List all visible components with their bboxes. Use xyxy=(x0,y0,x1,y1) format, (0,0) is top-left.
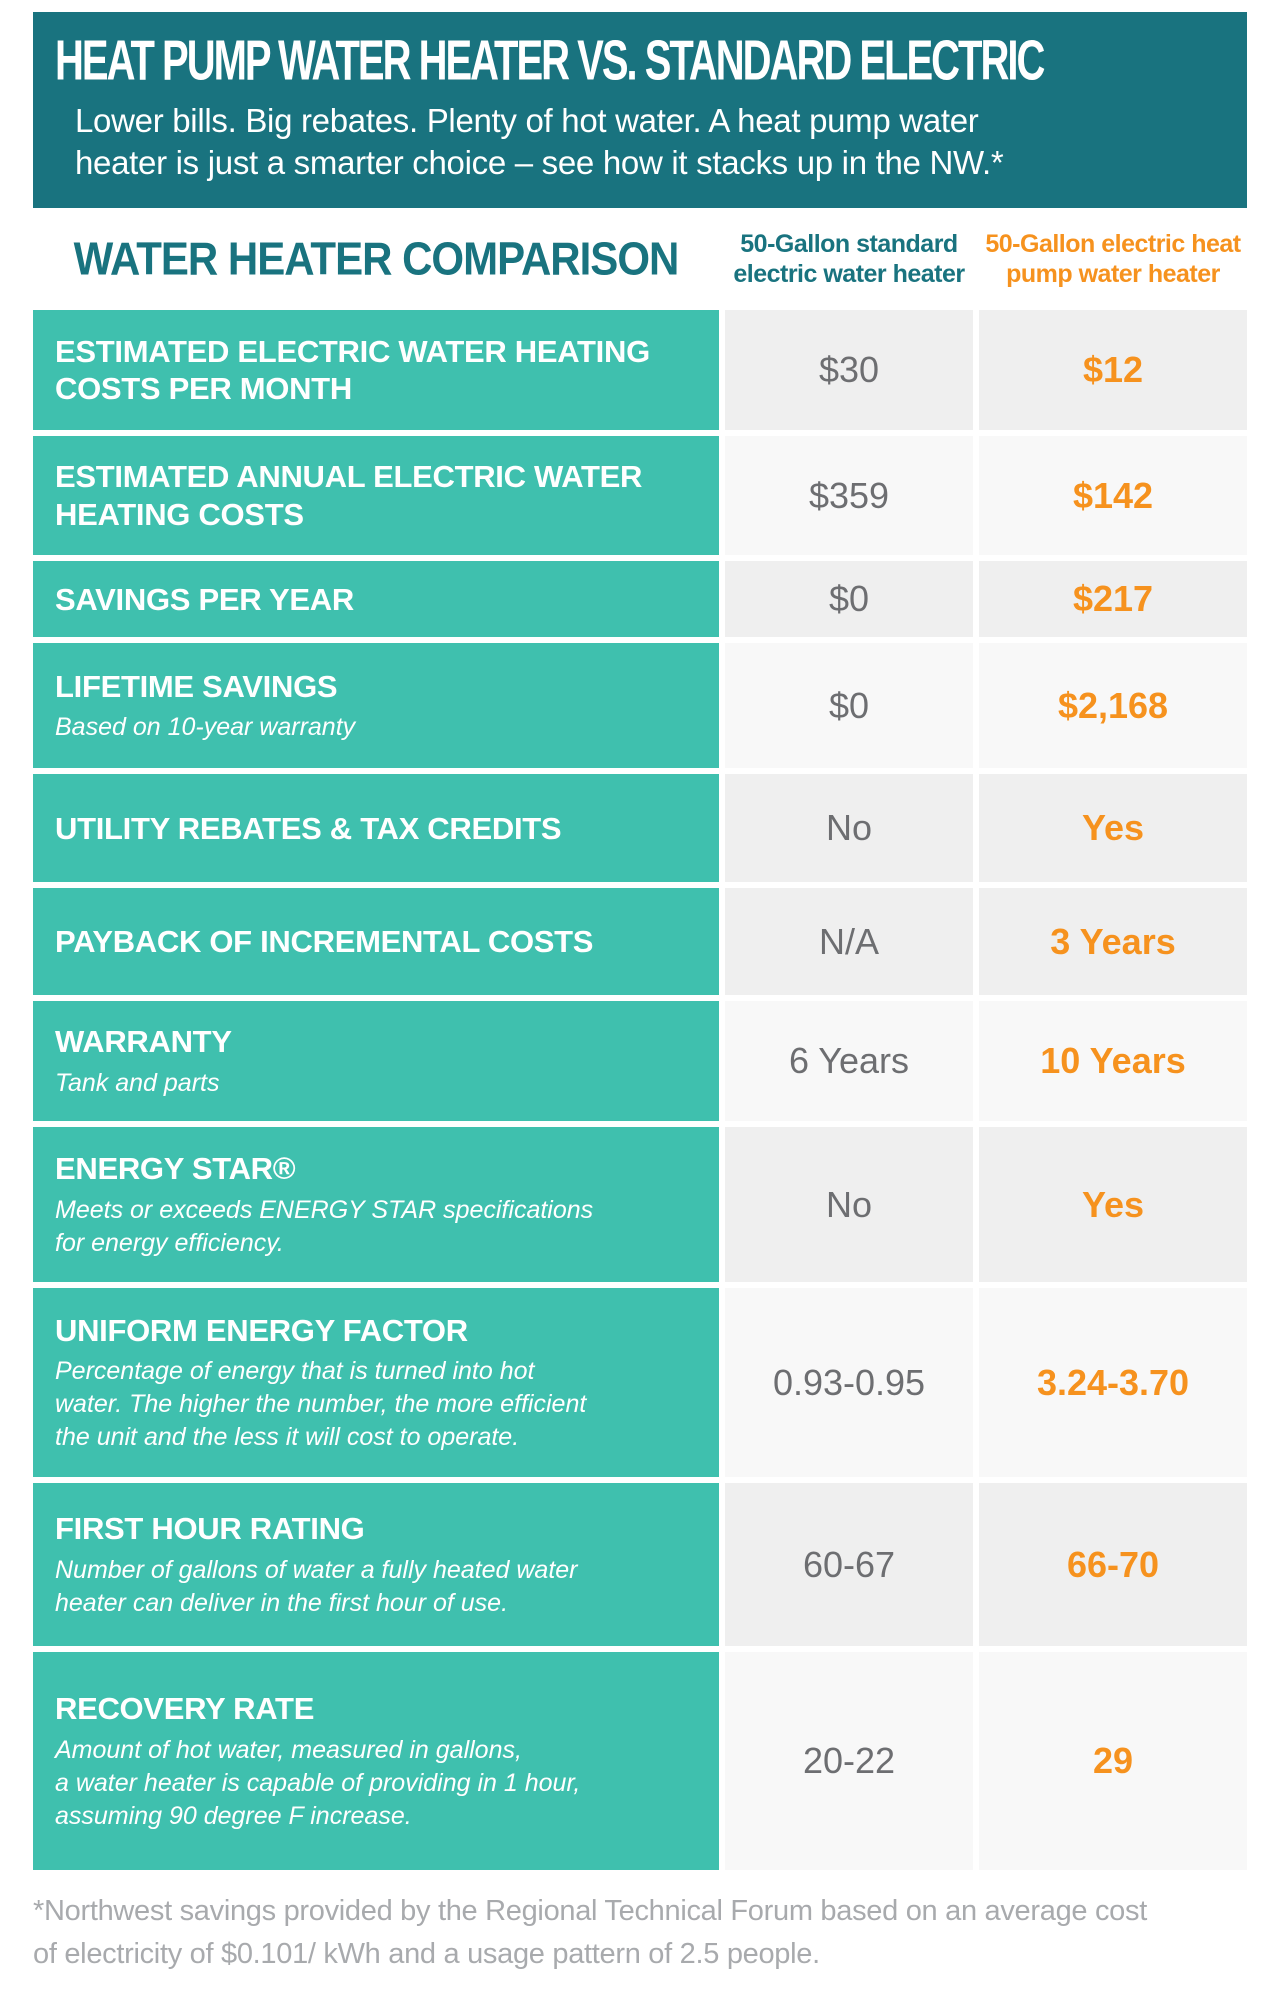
table-row-first-hour-rating: FIRST HOUR RATING Number of gallons of w… xyxy=(33,1483,1247,1647)
heat-pump-value-cell: 29 xyxy=(979,1652,1247,1871)
section-title: WATER HEATER COMPARISON xyxy=(73,233,680,285)
heat-pump-value-cell: $142 xyxy=(979,436,1247,556)
column-header-standard: 50-Gallon standard electric water heater xyxy=(733,229,965,289)
row-label-cell: UTILITY REBATES & TAX CREDITS xyxy=(33,774,719,883)
page-title: HEAT PUMP WATER HEATER VS. STANDARD ELEC… xyxy=(55,29,1045,93)
row-label-cell: UNIFORM ENERGY FACTOR Percentage of ener… xyxy=(33,1288,719,1478)
comparison-header: WATER HEATER COMPARISON 50-Gallon standa… xyxy=(33,208,1247,310)
standard-value-cell: N/A xyxy=(725,888,973,996)
row-label-cell: ESTIMATED ELECTRIC WATER HEATING COSTS P… xyxy=(33,310,719,431)
table-row-recovery-rate: RECOVERY RATE Amount of hot water, measu… xyxy=(33,1652,1247,1871)
row-label-cell: ENERGY STAR® Meets or exceeds ENERGY STA… xyxy=(33,1127,719,1283)
row-title: UTILITY REBATES & TAX CREDITS xyxy=(55,810,562,846)
heat-pump-value-cell: 3.24-3.70 xyxy=(979,1288,1247,1478)
table-row-energy-star: ENERGY STAR® Meets or exceeds ENERGY STA… xyxy=(33,1127,1247,1283)
heat-pump-value-cell: 66-70 xyxy=(979,1483,1247,1647)
table-row-annual-costs: ESTIMATED ANNUAL ELECTRIC WATER HEATING … xyxy=(33,436,1247,556)
row-title: WARRANTY xyxy=(55,1024,232,1060)
row-description: Meets or exceeds ENERGY STAR specificati… xyxy=(55,1195,594,1257)
table-row-uniform-energy-factor: UNIFORM ENERGY FACTOR Percentage of ener… xyxy=(33,1288,1247,1478)
comparison-table: ESTIMATED ELECTRIC WATER HEATING COSTS P… xyxy=(33,310,1247,1871)
table-row-savings-per-year: SAVINGS PER YEAR $0 $217 xyxy=(33,561,1247,638)
row-label-cell: SAVINGS PER YEAR xyxy=(33,561,719,638)
row-description: Based on 10-year warranty xyxy=(55,713,356,742)
row-label-cell: RECOVERY RATE Amount of hot water, measu… xyxy=(33,1652,719,1871)
row-title: FIRST HOUR RATING xyxy=(55,1511,365,1547)
heat-pump-value-cell: Yes xyxy=(979,1127,1247,1283)
standard-value-cell: $0 xyxy=(725,561,973,638)
heat-pump-value-cell: 10 Years xyxy=(979,1001,1247,1122)
row-title: UNIFORM ENERGY FACTOR xyxy=(55,1312,468,1348)
standard-value-cell: $359 xyxy=(725,436,973,556)
heat-pump-value-cell: $217 xyxy=(979,561,1247,638)
row-title: RECOVERY RATE xyxy=(55,1691,315,1727)
standard-value-cell: 20-22 xyxy=(725,1652,973,1871)
footnote: *Northwest savings provided by the Regio… xyxy=(33,1895,1147,1970)
row-description: Amount of hot water, measured in gallons… xyxy=(55,1735,581,1830)
row-description: Number of gallons of water a fully heate… xyxy=(55,1555,578,1617)
table-row-warranty: WARRANTY Tank and parts 6 Years 10 Years xyxy=(33,1001,1247,1122)
row-title: ESTIMATED ANNUAL ELECTRIC WATER HEATING … xyxy=(55,459,643,532)
row-description: Tank and parts xyxy=(55,1068,220,1097)
column-header-heat-pump: 50-Gallon electric heat pump water heate… xyxy=(985,229,1241,289)
table-row-lifetime-savings: LIFETIME SAVINGS Based on 10-year warran… xyxy=(33,643,1247,769)
row-label-cell: PAYBACK OF INCREMENTAL COSTS xyxy=(33,888,719,996)
table-row-utility-rebates: UTILITY REBATES & TAX CREDITS No Yes xyxy=(33,774,1247,883)
row-label-cell: LIFETIME SAVINGS Based on 10-year warran… xyxy=(33,643,719,769)
heat-pump-value-cell: $2,168 xyxy=(979,643,1247,769)
standard-value-cell: $30 xyxy=(725,310,973,431)
hero-banner: HEAT PUMP WATER HEATER VS. STANDARD ELEC… xyxy=(33,12,1247,209)
table-row-monthly-costs: ESTIMATED ELECTRIC WATER HEATING COSTS P… xyxy=(33,310,1247,431)
standard-value-cell: No xyxy=(725,774,973,883)
page-subtitle: Lower bills. Big rebates. Plenty of hot … xyxy=(75,102,1004,182)
row-label-cell: WARRANTY Tank and parts xyxy=(33,1001,719,1122)
row-title: ESTIMATED ELECTRIC WATER HEATING COSTS P… xyxy=(55,333,650,407)
standard-value-cell: $0 xyxy=(725,643,973,769)
heat-pump-value-cell: Yes xyxy=(979,774,1247,883)
standard-value-cell: 6 Years xyxy=(725,1001,973,1122)
row-label-cell: FIRST HOUR RATING Number of gallons of w… xyxy=(33,1483,719,1647)
row-label-cell: ESTIMATED ANNUAL ELECTRIC WATER HEATING … xyxy=(33,436,719,556)
row-title: SAVINGS PER YEAR xyxy=(55,581,354,617)
heat-pump-value-cell: 3 Years xyxy=(979,888,1247,996)
standard-value-cell: 60-67 xyxy=(725,1483,973,1647)
row-title: LIFETIME SAVINGS xyxy=(55,668,338,704)
standard-value-cell: No xyxy=(725,1127,973,1283)
table-row-payback: PAYBACK OF INCREMENTAL COSTS N/A 3 Years xyxy=(33,888,1247,996)
heat-pump-value-cell: $12 xyxy=(979,310,1247,431)
row-title: PAYBACK OF INCREMENTAL COSTS xyxy=(55,924,594,960)
standard-value-cell: 0.93-0.95 xyxy=(725,1288,973,1478)
row-title: ENERGY STAR® xyxy=(55,1151,296,1187)
row-description: Percentage of energy that is turned into… xyxy=(55,1357,587,1452)
